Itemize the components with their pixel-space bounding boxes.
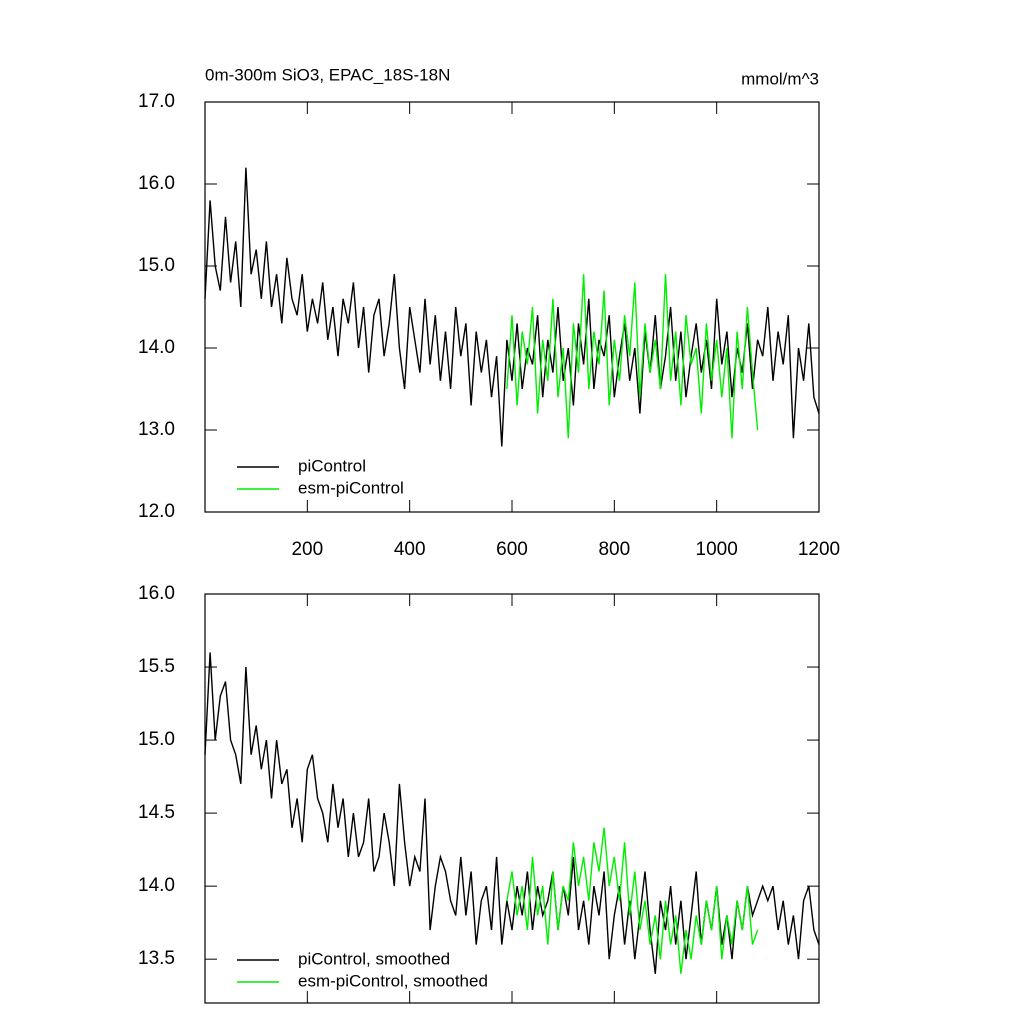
y-tick-label: 13.5 — [138, 948, 175, 969]
x-tick-label: 800 — [598, 539, 630, 560]
legend-label: esm-piControl — [298, 478, 404, 497]
x-tick-label: 400 — [394, 539, 426, 560]
y-tick-label: 17.0 — [138, 91, 175, 112]
y-tick-label: 15.5 — [138, 656, 175, 677]
x-tick-label: 200 — [291, 539, 323, 560]
legend-label: piControl, smoothed — [298, 949, 450, 968]
legend-label: piControl — [298, 456, 366, 475]
plot-frame — [204, 101, 820, 513]
series-line — [506, 274, 759, 439]
y-tick-label: 15.0 — [138, 255, 175, 276]
y-tick-label: 12.0 — [138, 501, 175, 522]
legend-label: esm-piControl, smoothed — [298, 971, 488, 990]
x-tick-label: 1000 — [696, 539, 738, 560]
chart-title: 0m-300m SiO3, EPAC_18S-18N — [205, 65, 450, 84]
units-label: mmol/m^3 — [741, 69, 819, 88]
series-line — [506, 827, 759, 974]
x-tick-label: 600 — [496, 539, 528, 560]
y-tick-label: 16.0 — [138, 173, 175, 194]
y-tick-label: 16.0 — [138, 583, 175, 604]
y-tick-label: 13.0 — [138, 419, 175, 440]
x-tick-label: 1200 — [798, 539, 840, 560]
y-tick-label: 15.0 — [138, 729, 175, 750]
y-tick-label: 14.5 — [138, 802, 175, 823]
series-line — [204, 652, 820, 974]
y-tick-label: 14.0 — [138, 337, 175, 358]
series-line — [204, 167, 820, 447]
y-tick-label: 14.0 — [138, 875, 175, 896]
